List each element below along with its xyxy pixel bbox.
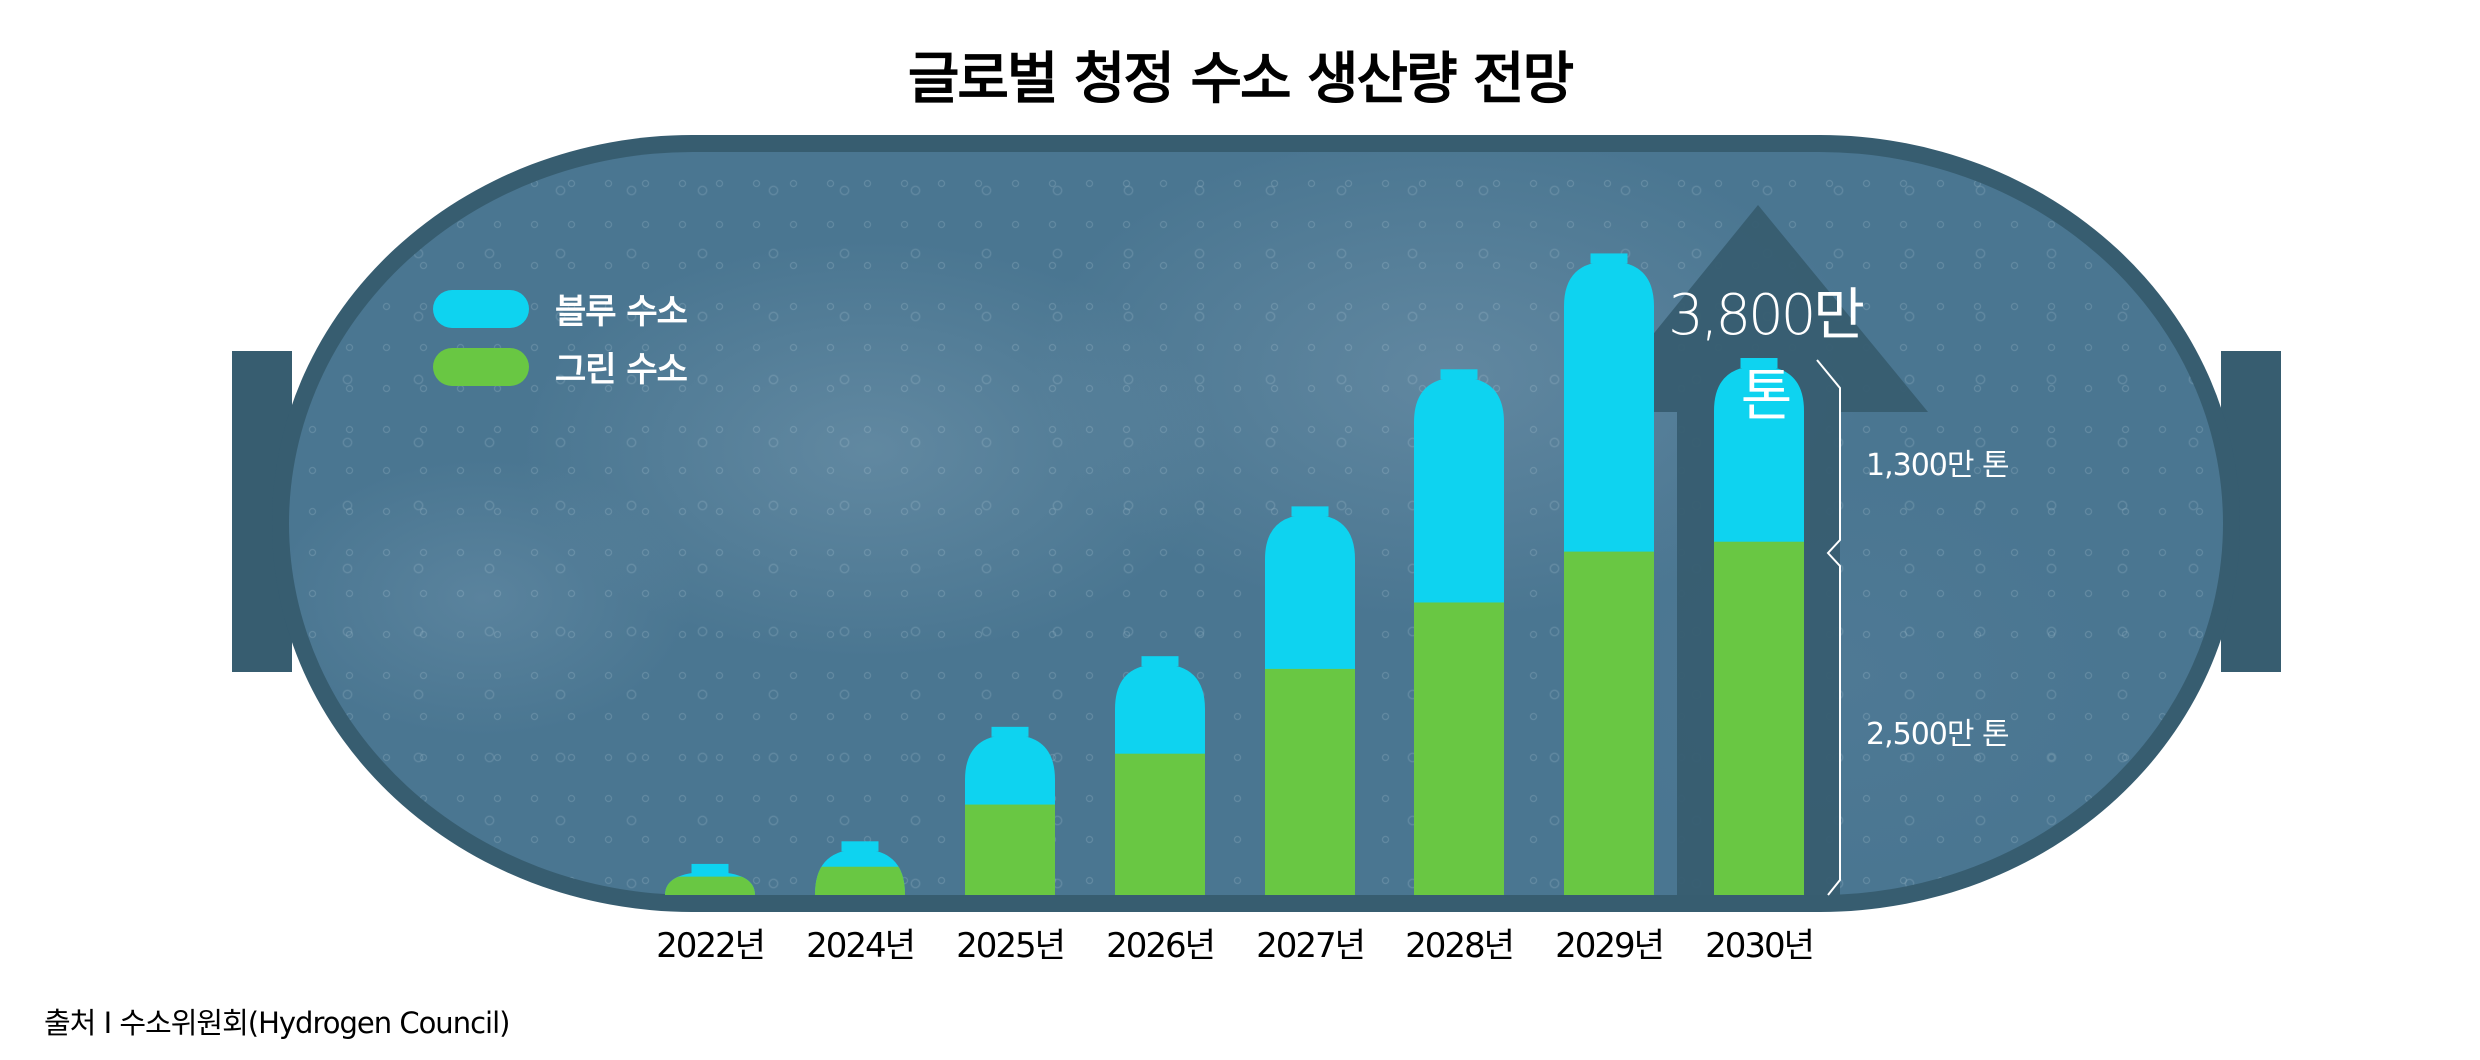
total-annotation: 3,800만 톤 <box>1668 283 1865 429</box>
legend-item-blue: 블루 수소 <box>433 284 688 333</box>
bar-segment-green <box>665 876 755 895</box>
tank-cap-icon <box>691 863 729 874</box>
bracket-2030 <box>1816 359 1841 896</box>
green-swatch-icon <box>433 347 529 386</box>
green-2030-annotation: 2,500만 톤 <box>1866 717 2010 752</box>
tank-cap-icon <box>991 726 1029 737</box>
bubbles-texture <box>289 152 2223 895</box>
bar-2026년 <box>1115 656 1205 895</box>
year-label-2022: 2022년 <box>656 926 766 966</box>
bar-segment-green <box>1265 668 1355 895</box>
bar-2025년 <box>965 726 1055 895</box>
legend-label-blue: 블루 수소 <box>555 292 688 332</box>
bar-segment-green <box>965 804 1055 895</box>
bar-2027년 <box>1265 506 1355 895</box>
bar-2024년 <box>815 841 905 895</box>
blue-swatch-icon <box>433 289 529 328</box>
year-label-2026: 2026년 <box>1106 926 1216 966</box>
year-label-2024: 2024년 <box>806 926 916 966</box>
tank-cap-icon <box>1291 506 1329 517</box>
tank-water-background <box>289 152 2223 895</box>
bar-2028년 <box>1414 369 1504 895</box>
bar-segment-green <box>1714 541 1804 895</box>
tank-cap-icon <box>841 841 879 852</box>
source-note: 출처 I 수소위원회(Hydrogen Council) <box>44 1006 510 1040</box>
blue-2030-annotation: 1,300만 톤 <box>1866 448 2010 483</box>
year-label-2027: 2027년 <box>1256 926 1366 966</box>
legend-item-green: 그린 수소 <box>433 342 688 391</box>
year-label-2028: 2028년 <box>1405 926 1515 966</box>
year-label-2029: 2029년 <box>1555 926 1665 966</box>
tank-cap-icon <box>1141 656 1179 667</box>
bar-segment-green <box>1414 602 1504 895</box>
year-label-2025: 2025년 <box>956 926 1066 966</box>
bar-segment-green <box>1564 551 1654 895</box>
bar-2030년 <box>1714 358 1804 895</box>
bar-segment-green <box>1115 753 1205 895</box>
tank-cap-icon <box>1740 358 1778 368</box>
hydrogen-tank <box>272 135 2240 912</box>
legend-label-green: 그린 수소 <box>555 350 688 390</box>
tank-cap-icon <box>1440 369 1478 380</box>
year-label-2030: 2030년 <box>1705 926 1815 966</box>
bar-2022년 <box>665 863 755 895</box>
tank-cap-icon <box>1590 253 1628 264</box>
chart-title: 글로벌 청정 수소 생산량 전망 <box>907 47 1574 112</box>
bar-segment-green <box>815 866 905 895</box>
bar-2029년 <box>1564 253 1654 895</box>
